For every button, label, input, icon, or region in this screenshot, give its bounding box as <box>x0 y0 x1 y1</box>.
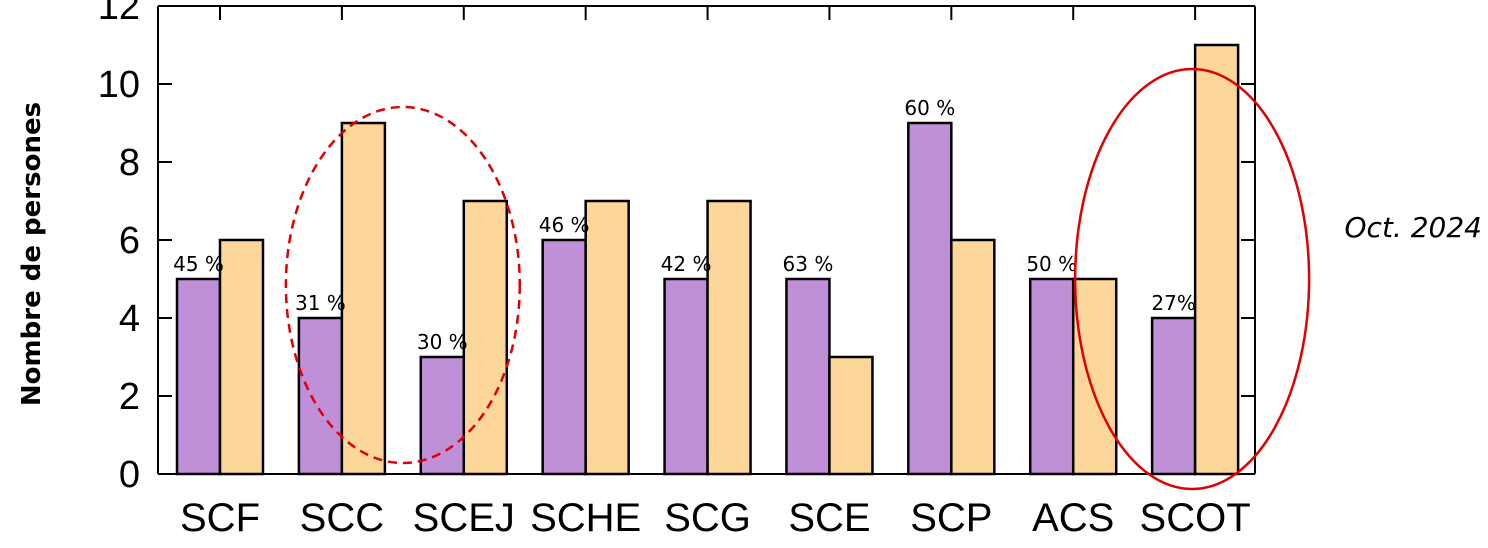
x-tick-label-sche: SCHE <box>530 496 641 540</box>
axes-group <box>157 5 1256 475</box>
y-tick-label-6: 6 <box>119 220 140 262</box>
bar-acs-series-1 <box>1028 277 1075 476</box>
bar-scp-series-2 <box>950 238 996 476</box>
percent-label-scp: 60 % <box>904 96 955 120</box>
x-tick-label-scot: SCOT <box>1140 496 1251 540</box>
bar-sce-series-1 <box>785 277 831 476</box>
percent-label-scf: 45 % <box>173 252 224 276</box>
x-tick-label-scej: SCEJ <box>413 496 515 540</box>
percent-label-sche: 46 % <box>539 213 590 237</box>
x-tick-label-scg: SCG <box>664 496 751 540</box>
y-tick-label-4: 4 <box>119 298 140 340</box>
percent-label-acs: 50 % <box>1026 252 1077 276</box>
y-tick-label-0: 0 <box>119 454 140 496</box>
bar-scot-series-2 <box>1193 43 1240 476</box>
bar-sche-series-1 <box>541 238 587 476</box>
bar-scp-series-1 <box>907 121 953 476</box>
bar-acs-series-2 <box>1071 277 1118 476</box>
y-tick-label-2: 2 <box>119 376 140 418</box>
bar-scf-series-1 <box>175 277 222 476</box>
highlight-ellipse-scot <box>1073 67 1311 491</box>
highlights-group <box>284 67 1311 491</box>
bar-sce-series-2 <box>828 355 874 476</box>
highlight-ellipse-scc-scej <box>284 105 522 465</box>
percent-label-sce: 63 % <box>783 252 834 276</box>
bar-scc-series-2 <box>340 121 387 476</box>
bar-scej-series-2 <box>462 199 509 476</box>
x-tick-label-scf: SCF <box>180 496 260 540</box>
date-annotation: Oct. 2024 <box>1345 211 1482 244</box>
percent-label-scc: 31 % <box>295 291 346 315</box>
labels-group: SCF 45 % SCC 31 % SCEJ 30 % SCHE 46 % SCG 42 % SCE… <box>98 0 1251 540</box>
bar-scg-series-2 <box>706 199 752 476</box>
percent-label-scot: 27% <box>1151 291 1195 315</box>
bar-scg-series-1 <box>663 277 709 476</box>
x-tick-label-scp: SCP <box>910 496 992 540</box>
bar-scf-series-2 <box>218 238 265 476</box>
bars-group <box>175 43 1240 476</box>
x-tick-label-scc: SCC <box>300 496 384 540</box>
y-tick-label-8: 8 <box>119 142 140 184</box>
bar-scot-series-1 <box>1150 316 1197 476</box>
bar-scc-series-1 <box>297 316 344 476</box>
bar-sche-series-2 <box>584 199 630 476</box>
x-tick-label-acs: ACS <box>1032 496 1114 540</box>
y-tick-label-10: 10 <box>98 64 140 106</box>
bar-scej-series-1 <box>419 355 466 476</box>
x-tick-label-sce: SCE <box>788 496 870 540</box>
percent-label-scej: 30 % <box>417 330 468 354</box>
y-tick-label-12: 12 <box>98 0 140 28</box>
y-axis-label: Nombre de persones <box>17 102 47 406</box>
percent-label-scg: 42 % <box>661 252 712 276</box>
